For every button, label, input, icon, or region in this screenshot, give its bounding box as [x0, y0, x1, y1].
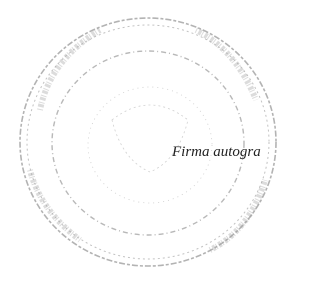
stamp-inner-ring: [52, 51, 244, 235]
stamp-image: Firma autogra: [0, 0, 285, 282]
stamp-seal: [20, 18, 276, 266]
stamp-rim-lettering: [30, 30, 265, 250]
page: {"stamp": {"caption": "Firma autogra"}} …: [0, 0, 285, 282]
caption: Firma autogra: [171, 144, 261, 160]
stamp-emblem-shape: [112, 105, 188, 172]
